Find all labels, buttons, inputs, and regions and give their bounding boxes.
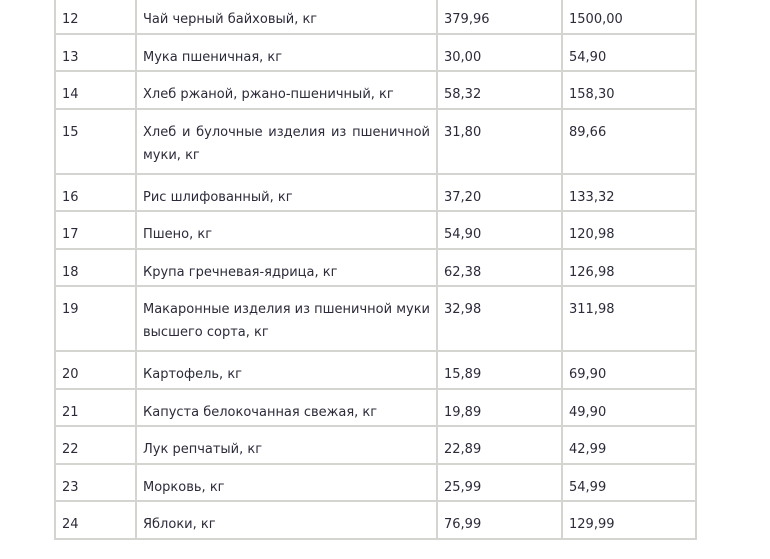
product-name-cell: Макаронные изделия из пшеничной муки выс… <box>135 285 438 352</box>
max-price-cell: 133,32 <box>561 172 697 212</box>
max-price-cell: 49,90 <box>561 387 697 427</box>
row-number-cell: 16 <box>54 172 137 212</box>
table-row: 19 Макаронные изделия из пшеничной муки в… <box>54 285 697 352</box>
min-price-cell: 19,89 <box>436 387 563 427</box>
min-price-cell: 58,32 <box>436 70 563 110</box>
min-price-cell: 76,99 <box>436 500 563 540</box>
table-row: 16 Рис шлифованный, кг 37,20 133,32 <box>54 172 697 212</box>
row-number-cell: 24 <box>54 500 137 540</box>
min-price-cell: 22,89 <box>436 425 563 465</box>
min-price-cell: 32,98 <box>436 285 563 352</box>
row-number-cell: 20 <box>54 350 137 390</box>
product-name-cell: Хлеб ржаной, ржано-пшеничный, кг <box>135 70 438 110</box>
row-number-cell: 14 <box>54 70 137 110</box>
row-number-cell: 21 <box>54 387 137 427</box>
table-row: 17 Пшено, кг 54,90 120,98 <box>54 210 697 250</box>
table-row: 15 Хлеб и булочные изделия из пшеничной м… <box>54 107 697 175</box>
product-name-cell: Крупа гречневая-ядрица, кг <box>135 247 438 287</box>
max-price-cell: 69,90 <box>561 350 697 390</box>
row-number-cell: 22 <box>54 425 137 465</box>
min-price-cell: 54,90 <box>436 210 563 250</box>
min-price-cell: 25,99 <box>436 462 563 502</box>
max-price-cell: 120,98 <box>561 210 697 250</box>
table-row: 21 Капуста белокочанная свежая, кг 19,89 49… <box>54 387 697 427</box>
max-price-cell: 1500,00 <box>561 0 697 35</box>
product-name-cell: Яблоки, кг <box>135 500 438 540</box>
max-price-cell: 158,30 <box>561 70 697 110</box>
table-row: 24 Яблоки, кг 76,99 129,99 <box>54 500 697 540</box>
row-number-cell: 12 <box>54 0 137 35</box>
product-name-cell: Рис шлифованный, кг <box>135 172 438 212</box>
product-name-cell: Лук репчатый, кг <box>135 425 438 465</box>
table-row: 14 Хлеб ржаной, ржано-пшеничный, кг 58,32 1… <box>54 70 697 110</box>
max-price-cell: 129,99 <box>561 500 697 540</box>
price-table: 12 Чай черный байховый, кг 379,96 1500,00 13… <box>54 0 697 540</box>
min-price-cell: 15,89 <box>436 350 563 390</box>
table-row: 22 Лук репчатый, кг 22,89 42,99 <box>54 425 697 465</box>
product-name-cell: Морковь, кг <box>135 462 438 502</box>
row-number-cell: 23 <box>54 462 137 502</box>
max-price-cell: 311,98 <box>561 285 697 352</box>
product-name-cell: Чай черный байховый, кг <box>135 0 438 35</box>
max-price-cell: 54,90 <box>561 32 697 72</box>
product-name-cell: Хлеб и булочные изделия из пшеничной мук… <box>135 107 438 175</box>
row-number-cell: 18 <box>54 247 137 287</box>
min-price-cell: 379,96 <box>436 0 563 35</box>
min-price-cell: 62,38 <box>436 247 563 287</box>
row-number-cell: 17 <box>54 210 137 250</box>
table-row: 12 Чай черный байховый, кг 379,96 1500,00 <box>54 0 697 35</box>
table-row: 13 Мука пшеничная, кг 30,00 54,90 <box>54 32 697 72</box>
product-name-cell: Картофель, кг <box>135 350 438 390</box>
min-price-cell: 30,00 <box>436 32 563 72</box>
row-number-cell: 15 <box>54 107 137 175</box>
row-number-cell: 19 <box>54 285 137 352</box>
table-row: 18 Крупа гречневая-ядрица, кг 62,38 126,98 <box>54 247 697 287</box>
product-name-cell: Пшено, кг <box>135 210 438 250</box>
max-price-cell: 54,99 <box>561 462 697 502</box>
min-price-cell: 31,80 <box>436 107 563 175</box>
max-price-cell: 89,66 <box>561 107 697 175</box>
table-row: 20 Картофель, кг 15,89 69,90 <box>54 350 697 390</box>
table-row: 23 Морковь, кг 25,99 54,99 <box>54 462 697 502</box>
max-price-cell: 126,98 <box>561 247 697 287</box>
product-name-cell: Капуста белокочанная свежая, кг <box>135 387 438 427</box>
max-price-cell: 42,99 <box>561 425 697 465</box>
min-price-cell: 37,20 <box>436 172 563 212</box>
product-name-cell: Мука пшеничная, кг <box>135 32 438 72</box>
row-number-cell: 13 <box>54 32 137 72</box>
